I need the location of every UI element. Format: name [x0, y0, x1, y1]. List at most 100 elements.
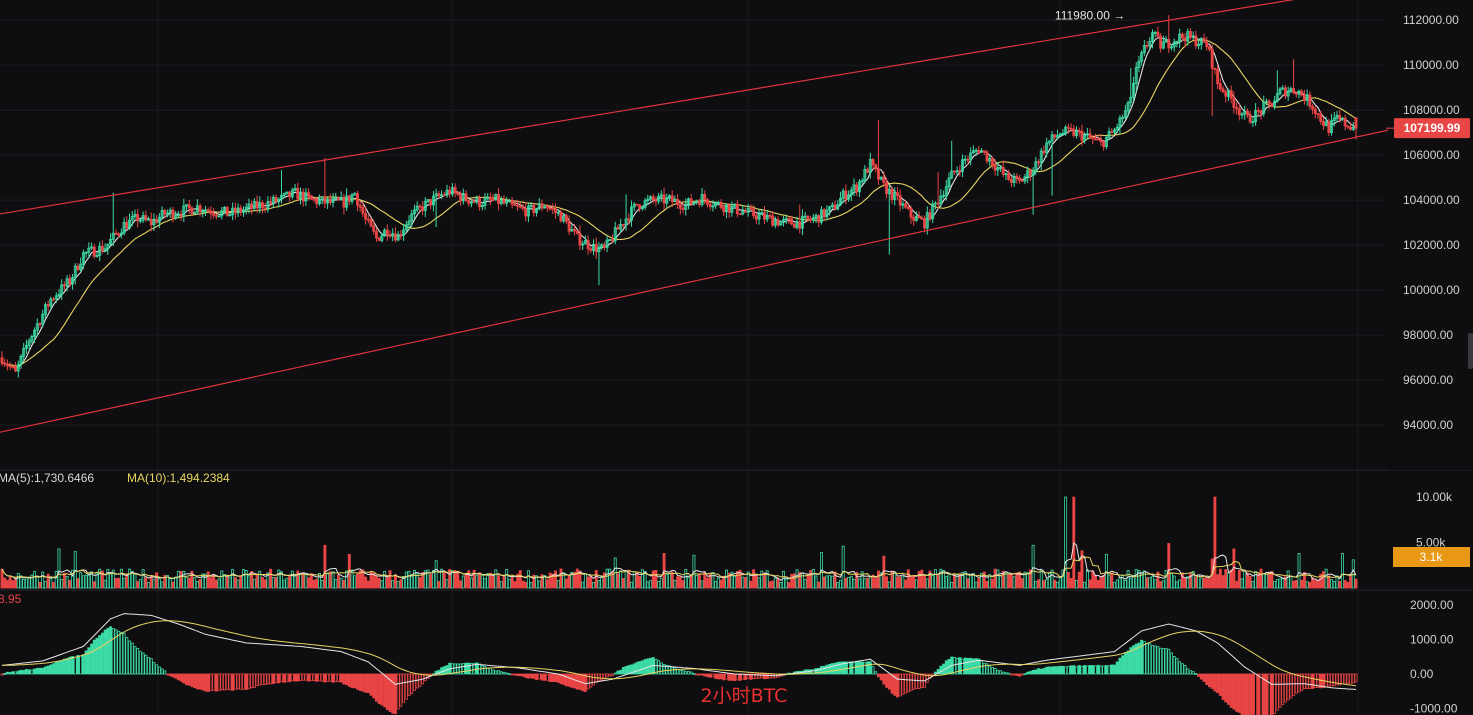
candle-up: [1297, 90, 1301, 95]
macd-bar-down: [1235, 673, 1239, 712]
macd-bar-up: [961, 658, 965, 675]
macd-bar-up: [1104, 665, 1108, 675]
volume-bar-down: [488, 572, 492, 589]
candle-up: [244, 206, 248, 211]
macd-bar-down: [1221, 673, 1225, 700]
macd-bar-up: [475, 662, 479, 675]
candle-up: [65, 278, 69, 287]
volume-bar-up: [176, 570, 180, 589]
candle-down: [516, 205, 520, 207]
macd-bar-up: [659, 662, 663, 675]
macd-bar-up: [494, 670, 498, 675]
volume-bar-down: [100, 570, 104, 589]
volume-bar-up: [1254, 571, 1258, 589]
candle-down: [1208, 46, 1211, 50]
volume-bar-down: [993, 568, 997, 589]
volume-bar-down: [442, 572, 446, 589]
volume-bar-up: [445, 579, 449, 589]
macd-bar-up: [982, 662, 986, 675]
candle-down: [1270, 102, 1274, 107]
macd-bar-up: [1094, 665, 1097, 675]
candle-down: [703, 194, 707, 201]
candle-up: [1199, 38, 1203, 45]
candle-up: [1134, 67, 1138, 84]
candle-up: [570, 229, 574, 232]
volume-bar-up: [423, 570, 427, 589]
macd-bar-down: [1213, 673, 1217, 692]
macd-bar-down: [399, 673, 403, 707]
candle-up: [141, 215, 145, 221]
candle-down: [1246, 110, 1249, 116]
volume-bar-down: [1235, 580, 1239, 589]
macd-bar-down: [554, 673, 557, 683]
candle-up: [630, 206, 633, 221]
macd-bar-down: [1275, 673, 1279, 711]
volume-bar-up: [1047, 572, 1051, 589]
candle-up: [529, 204, 533, 207]
volume-bar-up: [1286, 570, 1290, 589]
candle-down: [1300, 90, 1304, 96]
macd-bar-down: [315, 673, 319, 682]
macd-bar-up: [111, 627, 115, 675]
macd-bar-up: [1123, 652, 1127, 675]
macd-bar-down: [752, 673, 756, 680]
candle-up: [765, 215, 769, 220]
candle-up: [204, 209, 207, 212]
candle-up: [27, 340, 31, 346]
candle-up: [988, 158, 992, 162]
macd-bar-up: [1183, 665, 1187, 675]
macd-bar-down: [345, 673, 349, 686]
volume-bar-up: [1178, 579, 1182, 589]
macd-bar-up: [988, 665, 992, 675]
candle-up: [1023, 176, 1027, 182]
macd-bar-up: [809, 669, 813, 675]
candle-down: [885, 182, 889, 195]
price-tick-label: 112000.00: [1403, 13, 1459, 27]
candle-up: [128, 219, 131, 229]
volume-bar-up: [765, 570, 769, 589]
candle-down: [1224, 91, 1228, 97]
candle-up: [450, 187, 454, 195]
macd-bar-down: [714, 673, 718, 679]
macd-bar-down: [1332, 673, 1336, 687]
volume-bar-down: [876, 570, 880, 589]
volume-bar-up: [461, 575, 465, 589]
macd-bar-up: [1178, 661, 1182, 675]
candle-up: [236, 207, 240, 214]
candle-down: [735, 203, 739, 215]
volume-bar-down: [844, 577, 848, 589]
macd-bar-up: [1194, 673, 1198, 675]
macd-bar-up: [114, 629, 118, 675]
candle-down: [1189, 31, 1192, 38]
candle-down: [890, 188, 894, 200]
macd-bar-down: [1289, 673, 1293, 699]
candle-up: [87, 247, 91, 253]
macd-bar-up: [497, 670, 501, 675]
candle-up: [133, 213, 137, 217]
volume-bar-down: [822, 576, 826, 589]
candle-up: [1330, 120, 1334, 133]
price-scale-handle[interactable]: [1468, 333, 1473, 369]
macd-bar-up: [87, 647, 91, 675]
volume-bar-down: [68, 579, 72, 589]
macd-bar-down: [280, 673, 283, 683]
candle-down: [46, 304, 50, 307]
candle-up: [760, 212, 764, 215]
volume-bar-up: [1113, 582, 1116, 589]
volume-bar-up: [803, 579, 807, 589]
volume-bar-down: [239, 575, 243, 589]
candle-down: [958, 170, 962, 173]
volume-bar-up: [1251, 581, 1255, 589]
macd-bar-down: [757, 673, 761, 679]
macd-bar-up: [670, 666, 674, 675]
macd-bar-down: [703, 673, 707, 677]
macd-bar-up: [130, 642, 134, 675]
candle-up: [79, 263, 83, 271]
volume-bar-up: [700, 580, 704, 589]
volume-bar-down: [1018, 571, 1021, 589]
volume-bar-up: [597, 580, 601, 589]
candle-down: [38, 323, 42, 326]
macd-bar-up: [81, 654, 85, 675]
candle-up: [592, 243, 595, 251]
macd-bar-up: [469, 662, 473, 675]
